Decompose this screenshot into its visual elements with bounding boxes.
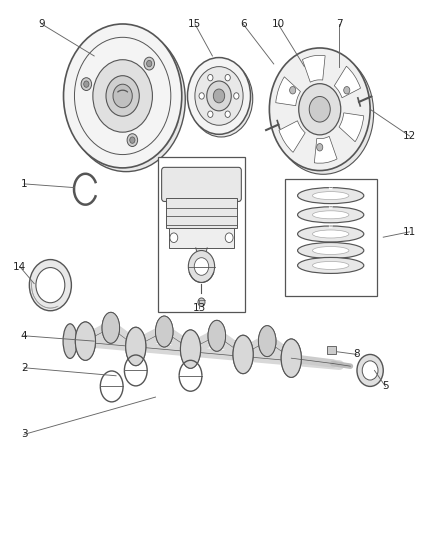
Ellipse shape [258, 326, 276, 357]
Circle shape [187, 58, 251, 134]
Text: 4: 4 [21, 331, 28, 341]
Ellipse shape [126, 327, 146, 366]
Circle shape [93, 60, 152, 132]
Circle shape [208, 75, 213, 81]
Circle shape [64, 24, 182, 168]
Ellipse shape [281, 339, 301, 377]
Circle shape [225, 111, 230, 117]
Ellipse shape [312, 211, 349, 219]
Wedge shape [339, 113, 364, 142]
Text: 13: 13 [193, 303, 206, 313]
FancyBboxPatch shape [162, 167, 241, 201]
Circle shape [207, 81, 231, 111]
Ellipse shape [233, 335, 253, 374]
Ellipse shape [126, 327, 146, 366]
Circle shape [190, 60, 253, 137]
Circle shape [188, 251, 215, 282]
Circle shape [106, 76, 139, 116]
Circle shape [234, 93, 239, 99]
Wedge shape [276, 77, 300, 106]
Text: 6: 6 [240, 19, 247, 29]
Ellipse shape [297, 188, 364, 204]
Wedge shape [302, 55, 325, 82]
Ellipse shape [63, 324, 77, 358]
Ellipse shape [312, 262, 349, 270]
Ellipse shape [312, 230, 349, 238]
Circle shape [144, 57, 155, 70]
Ellipse shape [312, 191, 349, 200]
Ellipse shape [297, 243, 364, 259]
Circle shape [194, 257, 208, 276]
Text: 11: 11 [403, 227, 416, 237]
Polygon shape [196, 248, 207, 259]
Circle shape [198, 298, 205, 306]
Text: 9: 9 [38, 19, 45, 29]
Circle shape [208, 111, 213, 117]
Circle shape [170, 233, 178, 243]
Circle shape [357, 354, 383, 386]
Circle shape [195, 67, 243, 125]
Ellipse shape [233, 335, 253, 374]
Text: 1: 1 [21, 179, 28, 189]
Circle shape [36, 268, 65, 303]
Ellipse shape [180, 330, 201, 368]
Text: 12: 12 [403, 131, 416, 141]
Circle shape [344, 86, 350, 94]
Circle shape [127, 134, 138, 147]
Text: 3: 3 [21, 430, 28, 439]
Circle shape [29, 260, 71, 311]
Ellipse shape [258, 326, 276, 357]
Circle shape [309, 96, 330, 122]
Ellipse shape [281, 339, 301, 377]
Ellipse shape [155, 316, 173, 347]
Circle shape [317, 143, 323, 151]
Text: 14: 14 [13, 262, 26, 271]
Bar [169, 228, 234, 248]
Bar [158, 157, 245, 312]
Ellipse shape [312, 246, 349, 255]
Ellipse shape [180, 330, 201, 368]
Wedge shape [279, 121, 305, 152]
Ellipse shape [102, 312, 120, 343]
Wedge shape [314, 136, 337, 163]
Circle shape [147, 60, 152, 67]
Wedge shape [334, 66, 360, 98]
Circle shape [273, 52, 374, 174]
Circle shape [269, 48, 370, 171]
Text: 5: 5 [382, 382, 389, 391]
Ellipse shape [208, 320, 226, 351]
Circle shape [199, 93, 204, 99]
Circle shape [84, 81, 89, 87]
Text: 8: 8 [353, 350, 360, 359]
Text: 7: 7 [336, 19, 343, 29]
Bar [327, 346, 336, 354]
Ellipse shape [297, 207, 364, 223]
Text: 15: 15 [188, 19, 201, 29]
Ellipse shape [297, 226, 364, 242]
Ellipse shape [102, 312, 120, 343]
Bar [285, 179, 377, 296]
Ellipse shape [155, 316, 173, 347]
Circle shape [213, 89, 225, 103]
Text: 10: 10 [272, 19, 285, 29]
Ellipse shape [208, 320, 226, 351]
Circle shape [130, 137, 135, 143]
Circle shape [67, 28, 185, 172]
Circle shape [299, 84, 341, 135]
Text: 2: 2 [21, 363, 28, 373]
Ellipse shape [75, 322, 95, 360]
Ellipse shape [75, 322, 95, 360]
Circle shape [362, 361, 378, 380]
Bar [166, 198, 237, 228]
Circle shape [225, 233, 233, 243]
Circle shape [290, 86, 296, 94]
Circle shape [225, 75, 230, 81]
Circle shape [113, 84, 132, 108]
Circle shape [81, 78, 92, 91]
Ellipse shape [297, 257, 364, 273]
